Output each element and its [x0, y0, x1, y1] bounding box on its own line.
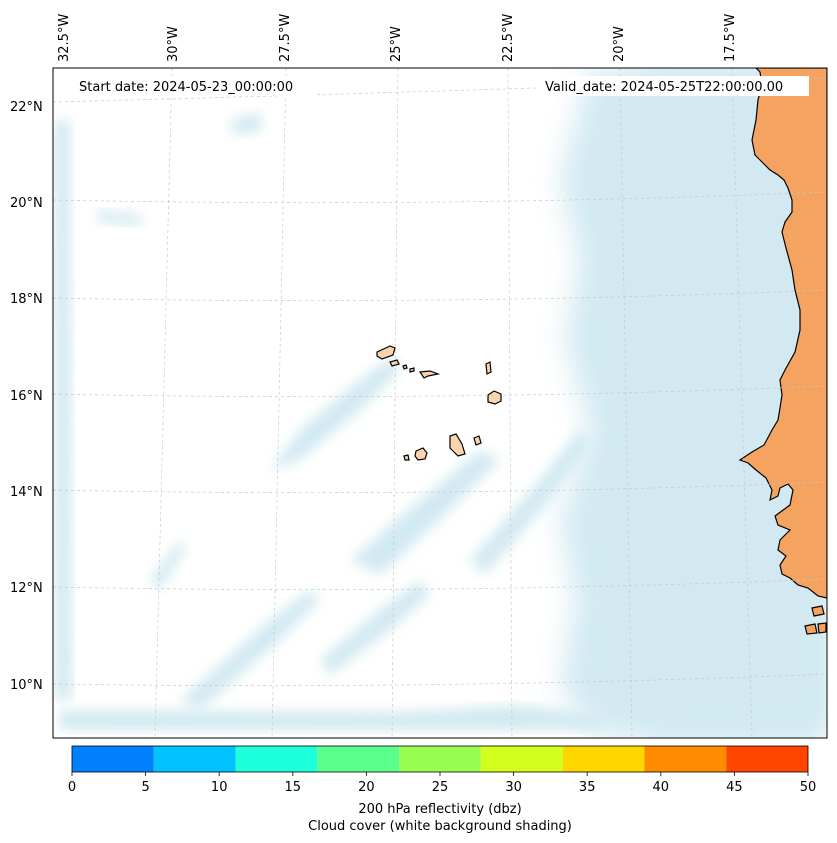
colorbar-tick-label: 20	[358, 780, 375, 795]
bijagos-island-2	[804, 623, 818, 635]
colorbar-segment	[644, 746, 727, 772]
colorbar-tick-label: 0	[68, 780, 76, 795]
island-brava	[403, 454, 410, 461]
colorbar-tick-label: 5	[141, 780, 149, 795]
latitude-labels: 22°N 20°N 18°N 16°N 14°N 12°N 10°N	[10, 100, 43, 693]
lon-label-22-5: 22.5°W	[501, 14, 516, 62]
graticule	[53, 68, 827, 738]
lon-label-30: 30°W	[166, 26, 181, 62]
island-boa-vista	[487, 390, 502, 405]
bijagos-island-3	[817, 622, 827, 634]
island-sao-nicolau	[409, 367, 441, 379]
lat-label-18: 18°N	[10, 292, 43, 307]
island-fogo	[414, 447, 428, 461]
start-date-box	[70, 76, 316, 96]
lat-label-10: 10°N	[10, 678, 43, 693]
island-santiago	[449, 433, 466, 457]
cape-verde-islands	[376, 345, 502, 461]
colorbar-segment	[153, 746, 236, 772]
colorbar-tick-label: 10	[211, 780, 228, 795]
valid-date-label: Valid_date: 2024-05-25T22:00:00.00	[545, 80, 783, 95]
africa-mainland	[738, 68, 827, 599]
colorbar-sublabel: Cloud cover (white background shading)	[308, 819, 572, 834]
valid-date-box	[537, 76, 809, 96]
island-maio	[473, 435, 482, 446]
lat-label-16: 16°N	[10, 389, 43, 404]
colorbar-segment	[72, 746, 154, 772]
lon-label-27-5: 27.5°W	[278, 14, 293, 62]
colorbar-tick-label: 25	[432, 780, 449, 795]
colorbar-segment	[317, 746, 400, 772]
colorbar-segment	[726, 746, 808, 772]
island-sao-vicente	[389, 359, 400, 367]
lon-label-32-5: 32.5°W	[57, 14, 72, 62]
colorbar-segment	[562, 746, 645, 772]
longitude-labels: 32.5°W 30°W 27.5°W 25°W 22.5°W 20°W 17.5…	[57, 14, 738, 62]
lon-label-25: 25°W	[389, 26, 404, 62]
island-santa-luzia	[402, 364, 408, 370]
colorbar-tick-label: 45	[726, 780, 743, 795]
colorbar-label: 200 hPa reflectivity (dbz)	[358, 802, 521, 817]
colorbar: 0 5 10 15 20 25 30 35 40 45 50	[68, 745, 817, 795]
lat-label-12: 12°N	[10, 581, 43, 596]
cloud-cover-shading	[55, 68, 827, 738]
colorbar-tick-label: 40	[653, 780, 670, 795]
colorbar-segment	[235, 746, 318, 772]
island-sal	[485, 361, 492, 375]
colorbar-tick-label: 35	[579, 780, 596, 795]
colorbar-segment	[480, 746, 563, 772]
start-date-label: Start date: 2024-05-23_00:00:00	[79, 80, 293, 95]
colorbar-segment	[399, 746, 481, 772]
lat-label-22: 22°N	[10, 100, 43, 115]
colorbar-tick-label: 30	[505, 780, 522, 795]
lat-label-14: 14°N	[10, 485, 43, 500]
lon-label-17-5: 17.5°W	[723, 14, 738, 62]
lat-label-20: 20°N	[10, 196, 43, 211]
bijagos-island-1	[811, 605, 825, 617]
colorbar-tick-label: 50	[800, 780, 817, 795]
map-frame	[52, 67, 828, 739]
colorbar-tick-label: 15	[285, 780, 302, 795]
lon-label-20: 20°W	[612, 26, 627, 62]
island-santo-antao	[376, 345, 396, 360]
